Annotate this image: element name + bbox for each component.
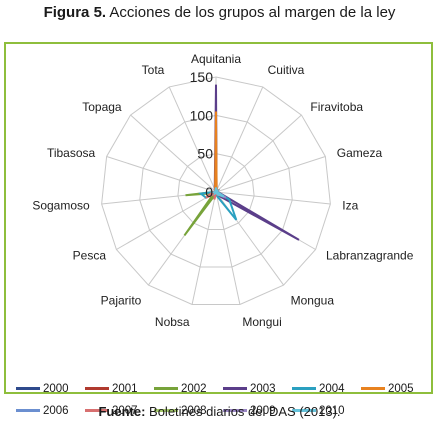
- category-label-aquitania: Aquitania: [191, 52, 241, 66]
- radar-spoke-1: [215, 86, 264, 193]
- legend-item-2008: 2008: [154, 405, 207, 417]
- legend-swatch-2001: [85, 387, 109, 391]
- radial-tick-label-0: 0: [205, 184, 213, 200]
- legend-label-2006: 2006: [43, 405, 69, 417]
- legend-swatch-2005: [361, 387, 385, 391]
- category-label-tibasosa: Tibasosa: [47, 146, 96, 160]
- legend-swatch-2006: [16, 409, 40, 413]
- radial-tick-label-50: 50: [197, 146, 213, 162]
- legend-swatch-2002: [154, 387, 178, 391]
- radial-tick-label-150: 150: [190, 69, 214, 85]
- legend-label-2005: 2005: [388, 383, 414, 395]
- legend-swatch-2003: [223, 387, 247, 391]
- legend-swatch-2000: [16, 387, 40, 391]
- figure-title: Figura 5. Acciones de los grupos al marg…: [0, 4, 439, 21]
- legend-item-2009: 2009: [223, 405, 276, 417]
- legend-item-2001: 2001: [85, 383, 138, 395]
- legend-swatch-2009: [223, 409, 247, 413]
- legend-swatch-2008: [154, 409, 178, 413]
- radial-tick-label-100: 100: [190, 107, 214, 123]
- figure-source-lead: Fuente:: [98, 404, 146, 419]
- category-label-mongua: Mongua: [291, 294, 335, 308]
- category-label-tota: Tota: [142, 63, 165, 77]
- radar-spoke-8: [191, 191, 217, 305]
- radar-spoke-7: [215, 191, 241, 305]
- legend-swatch-2007: [85, 409, 109, 413]
- category-label-cuitiva: Cuitiva: [268, 63, 305, 77]
- radar-grid-ring-100: [139, 114, 293, 268]
- legend-label-2009: 2009: [250, 405, 276, 417]
- category-label-gameza: Gameza: [337, 146, 383, 160]
- legend-item-2006: 2006: [16, 405, 69, 417]
- legend-label-2004: 2004: [319, 383, 345, 395]
- category-label-iza: Iza: [342, 198, 358, 212]
- radar-chart: 0 50 100 150 Aquitania Cuitiva Firavitoba Gamez…: [32, 52, 414, 329]
- legend-label-2003: 2003: [250, 383, 276, 395]
- radar-spoke-2: [215, 114, 302, 193]
- figure-source: Fuente: Boletines diarios del DAS (2013)…: [0, 404, 439, 419]
- radar-grid-ring-150: [101, 76, 331, 305]
- legend-item-2010: 2010: [292, 405, 345, 417]
- category-label-pajarito: Pajarito: [101, 294, 142, 308]
- legend-item-2005: 2005: [361, 383, 414, 395]
- series-line-2010: [211, 187, 225, 198]
- legend-swatch-2004: [292, 387, 316, 391]
- radar-spoke-10: [116, 191, 217, 250]
- series-line-2005: [211, 111, 224, 197]
- category-label-mongui: Mongui: [242, 315, 281, 329]
- figure-title-lead: Figura 5.: [43, 4, 107, 21]
- series-line-2003: [211, 84, 300, 241]
- legend-label-2010: 2010: [319, 405, 345, 417]
- category-label-pesca: Pesca: [73, 249, 107, 263]
- legend-item-2002: 2002: [154, 383, 207, 395]
- figure-source-text: Boletines diarios del DAS (2013).: [145, 404, 341, 419]
- radar-spoke-4: [215, 191, 331, 205]
- legend-label-2008: 2008: [181, 405, 207, 417]
- legend-item-2000: 2000: [16, 383, 69, 395]
- chart-frame: 0 50 100 150 Aquitania Cuitiva Firavitoba Gamez…: [4, 42, 433, 417]
- category-label-sogamoso: Sogamoso: [32, 198, 90, 212]
- category-label-topaga: Topaga: [82, 100, 122, 114]
- figure-title-text: Acciones de los grupos al margen de la l…: [106, 4, 396, 21]
- category-label-labranzagrande: Labranzagrande: [326, 249, 414, 263]
- legend-label-2007: 2007: [112, 405, 138, 417]
- radar-spoke-13: [130, 114, 217, 193]
- radar-grid-ring-50: [177, 153, 255, 230]
- category-label-firavitoba: Firavitoba: [310, 100, 363, 114]
- legend-label-2001: 2001: [112, 383, 138, 395]
- legend-swatch-2010: [292, 409, 316, 413]
- legend-item-2007: 2007: [85, 405, 138, 417]
- legend-item-2003: 2003: [223, 383, 276, 395]
- legend-label-2000: 2000: [43, 383, 69, 395]
- radar-spoke-12: [106, 155, 217, 193]
- category-label-nobsa: Nobsa: [155, 315, 190, 329]
- legend-label-2002: 2002: [181, 383, 207, 395]
- radar-spoke-3: [215, 155, 326, 193]
- legend-item-2004: 2004: [292, 383, 345, 395]
- radar-spoke-14: [168, 86, 217, 193]
